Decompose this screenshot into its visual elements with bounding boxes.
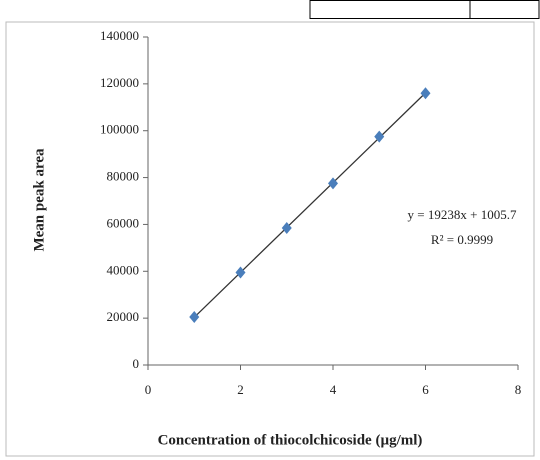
y-tick-label: 40000 bbox=[107, 262, 140, 277]
x-tick-label: 2 bbox=[237, 382, 244, 397]
y-tick-label: 60000 bbox=[107, 215, 140, 230]
y-tick-label: 80000 bbox=[107, 169, 140, 184]
data-point bbox=[328, 177, 338, 190]
y-tick-label: 20000 bbox=[107, 309, 140, 324]
y-tick-label: 0 bbox=[133, 356, 140, 371]
x-tick-label: 4 bbox=[330, 382, 337, 397]
data-point bbox=[374, 130, 385, 143]
table-fragment bbox=[309, 0, 540, 19]
x-tick-label: 8 bbox=[515, 382, 522, 397]
x-tick-label: 6 bbox=[422, 382, 429, 397]
data-point bbox=[281, 221, 292, 234]
data-point bbox=[420, 87, 431, 100]
x-tick-label: 0 bbox=[145, 382, 152, 397]
r-squared: R² = 0.9999 bbox=[431, 232, 493, 247]
y-axis-label: Mean peak area bbox=[31, 148, 47, 252]
x-axis-label: Concentration of thiocolchicoside (µg/ml… bbox=[158, 432, 423, 448]
data-point bbox=[235, 266, 246, 279]
y-tick-label: 120000 bbox=[100, 75, 139, 90]
y-tick-label: 140000 bbox=[100, 28, 139, 43]
equation: y = 19238x + 1005.7 bbox=[408, 207, 517, 222]
trendline bbox=[193, 92, 426, 318]
data-point bbox=[189, 310, 200, 323]
chart-frame bbox=[5, 21, 535, 457]
y-tick-label: 100000 bbox=[100, 122, 139, 137]
